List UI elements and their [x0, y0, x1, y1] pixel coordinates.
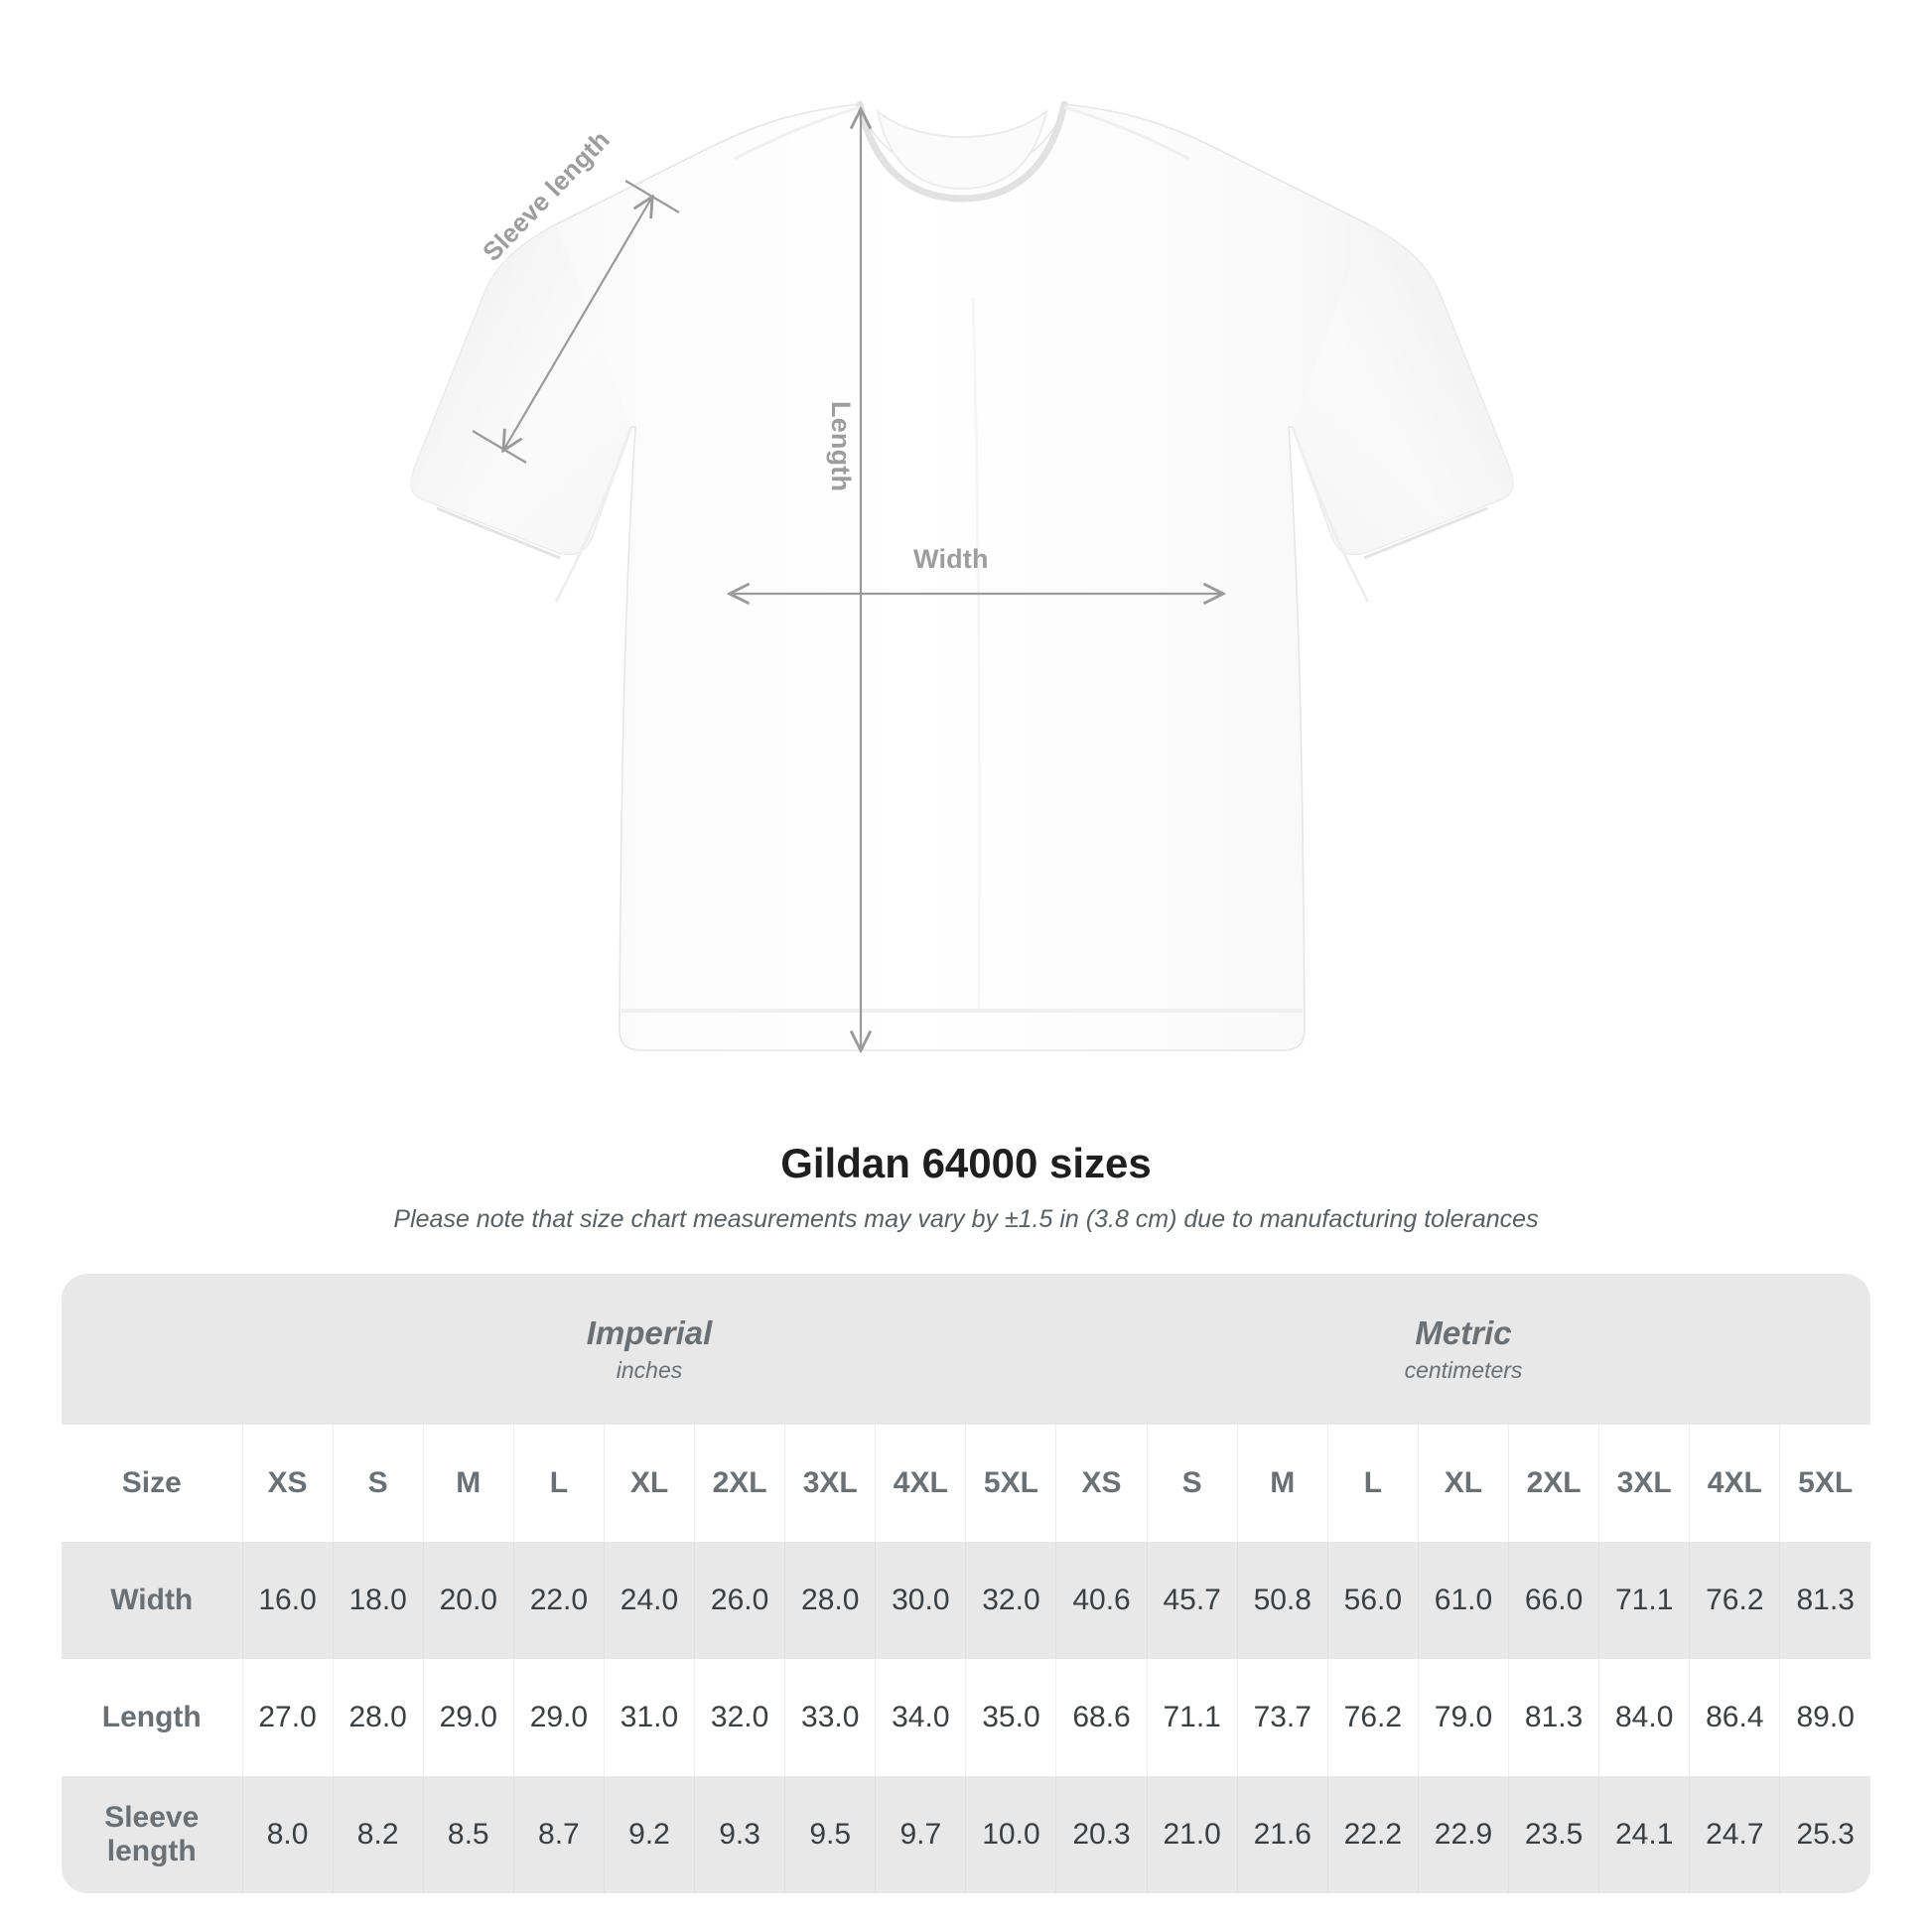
table-row: Sleeve length 8.0 8.2 8.5 8.7 9.2 9.3 9.5 9.7 10.… [62, 1776, 1871, 1893]
length-dimension-label: Length [826, 401, 856, 492]
cell-width-metric-l: 56.0 [1326, 1542, 1419, 1659]
size-chart-table-wrapper: Imperial inches Metric centimeters Size X… [62, 1274, 1871, 1893]
cell-width-imperial-l: 22.0 [512, 1542, 605, 1659]
cell-sleeve-length-imperial-xl: 9.2 [603, 1776, 695, 1893]
size-header-imperial-s: S [332, 1425, 424, 1542]
cell-sleeve-length-metric-4xl: 24.7 [1689, 1776, 1780, 1893]
row-label-length: Length [62, 1659, 242, 1776]
cell-length-imperial-2xl: 32.0 [694, 1659, 785, 1776]
cell-width-imperial-2xl: 26.0 [694, 1542, 785, 1659]
size-chart-table: Imperial inches Metric centimeters Size X… [62, 1274, 1871, 1893]
page-title: Gildan 64000 sizes [780, 1140, 1152, 1186]
cell-width-imperial-4xl: 30.0 [875, 1542, 966, 1659]
cell-length-imperial-3xl: 33.0 [784, 1659, 876, 1776]
size-header-metric-3xl: 3XL [1598, 1425, 1690, 1542]
tolerance-note: Please note that size chart measurements… [393, 1205, 1539, 1233]
size-header-imperial-3xl: 3XL [784, 1425, 876, 1542]
cell-width-imperial-xs: 16.0 [241, 1542, 334, 1659]
cell-sleeve-length-imperial-3xl: 9.5 [784, 1776, 876, 1893]
size-header-imperial-l: L [512, 1425, 605, 1542]
size-header-metric-s: S [1146, 1425, 1238, 1542]
cell-length-imperial-xl: 31.0 [603, 1659, 695, 1776]
cell-width-imperial-3xl: 28.0 [784, 1542, 876, 1659]
cell-length-metric-3xl: 84.0 [1598, 1659, 1690, 1776]
cell-sleeve-length-metric-s: 21.0 [1146, 1776, 1238, 1893]
size-header-metric-2xl: 2XL [1508, 1425, 1599, 1542]
unit-band-row: Imperial inches Metric centimeters [62, 1274, 1871, 1425]
cell-length-imperial-xs: 27.0 [241, 1659, 334, 1776]
cell-length-imperial-s: 28.0 [332, 1659, 424, 1776]
size-header-imperial-2xl: 2XL [694, 1425, 785, 1542]
row-label-width: Width [62, 1542, 242, 1659]
cell-width-metric-2xl: 66.0 [1508, 1542, 1599, 1659]
cell-sleeve-length-metric-xs: 20.3 [1055, 1776, 1148, 1893]
unit-header-metric: Metric centimeters [1055, 1274, 1871, 1425]
size-header-label: Size [62, 1425, 242, 1542]
tshirt-measurement-figure: Width Length Sleeve length [410, 100, 1514, 1112]
unit-name-metric: Metric [1415, 1313, 1512, 1351]
size-header-row: Size XS S M L XL 2XL 3XL 4XL 5XL XS S M L XL 2XL 3XL 4XL 5… [62, 1425, 1871, 1542]
cell-width-imperial-s: 18.0 [332, 1542, 424, 1659]
cell-width-imperial-m: 20.0 [422, 1542, 514, 1659]
size-header-metric-xl: XL [1417, 1425, 1509, 1542]
size-header-imperial-xl: XL [603, 1425, 695, 1542]
size-header-metric-4xl: 4XL [1689, 1425, 1780, 1542]
unit-band-spacer [62, 1274, 242, 1425]
cell-length-metric-2xl: 81.3 [1508, 1659, 1599, 1776]
tshirt-illustration [410, 100, 1514, 1112]
cell-sleeve-length-imperial-m: 8.5 [422, 1776, 514, 1893]
width-dimension-label: Width [913, 544, 989, 574]
cell-sleeve-length-imperial-2xl: 9.3 [694, 1776, 785, 1893]
cell-sleeve-length-imperial-xs: 8.0 [241, 1776, 334, 1893]
unit-sub-imperial: inches [616, 1357, 683, 1384]
cell-sleeve-length-imperial-5xl: 10.0 [965, 1776, 1056, 1893]
table-row: Width 16.0 18.0 20.0 22.0 24.0 26.0 28.0 30.0 32.… [62, 1542, 1871, 1659]
unit-header-imperial: Imperial inches [242, 1274, 1056, 1425]
cell-sleeve-length-metric-2xl: 23.5 [1508, 1776, 1599, 1893]
cell-sleeve-length-metric-3xl: 24.1 [1598, 1776, 1690, 1893]
size-header-metric-5xl: 5XL [1779, 1425, 1871, 1542]
cell-length-metric-s: 71.1 [1146, 1659, 1238, 1776]
cell-sleeve-length-metric-xl: 22.9 [1417, 1776, 1509, 1893]
cell-sleeve-length-metric-m: 21.6 [1236, 1776, 1328, 1893]
shirt-shape [410, 100, 1514, 1051]
cell-width-metric-xl: 61.0 [1417, 1542, 1509, 1659]
cell-width-metric-s: 45.7 [1146, 1542, 1238, 1659]
cell-length-metric-4xl: 86.4 [1689, 1659, 1780, 1776]
cell-sleeve-length-imperial-4xl: 9.7 [875, 1776, 966, 1893]
cell-width-imperial-5xl: 32.0 [965, 1542, 1056, 1659]
size-header-metric-m: M [1236, 1425, 1328, 1542]
size-header-imperial-m: M [422, 1425, 514, 1542]
cell-length-metric-l: 76.2 [1326, 1659, 1419, 1776]
cell-length-metric-xs: 68.6 [1055, 1659, 1148, 1776]
cell-length-imperial-5xl: 35.0 [965, 1659, 1056, 1776]
size-header-imperial-xs: XS [241, 1425, 334, 1542]
unit-name-imperial: Imperial [586, 1313, 713, 1351]
cell-sleeve-length-metric-5xl: 25.3 [1779, 1776, 1871, 1893]
cell-sleeve-length-imperial-l: 8.7 [512, 1776, 605, 1893]
cell-sleeve-length-metric-l: 22.2 [1326, 1776, 1419, 1893]
cell-width-metric-m: 50.8 [1236, 1542, 1328, 1659]
cell-length-metric-5xl: 89.0 [1779, 1659, 1871, 1776]
sleeve-length-arrow [472, 180, 680, 464]
size-header-imperial-5xl: 5XL [965, 1425, 1056, 1542]
cell-length-imperial-4xl: 34.0 [875, 1659, 966, 1776]
table-row: Length 27.0 28.0 29.0 29.0 31.0 32.0 33.0 34.0 35… [62, 1659, 1871, 1776]
cell-width-metric-4xl: 76.2 [1689, 1542, 1780, 1659]
size-header-imperial-4xl: 4XL [875, 1425, 966, 1542]
cell-width-imperial-xl: 24.0 [603, 1542, 695, 1659]
row-label-sleeve-length: Sleeve length [62, 1776, 242, 1893]
cell-length-metric-m: 73.7 [1236, 1659, 1328, 1776]
cell-width-metric-xs: 40.6 [1055, 1542, 1148, 1659]
cell-width-metric-5xl: 81.3 [1779, 1542, 1871, 1659]
cell-sleeve-length-imperial-s: 8.2 [332, 1776, 424, 1893]
unit-sub-metric: centimeters [1404, 1357, 1523, 1384]
size-header-metric-l: L [1326, 1425, 1419, 1542]
cell-length-imperial-l: 29.0 [512, 1659, 605, 1776]
size-header-metric-xs: XS [1055, 1425, 1148, 1542]
cell-length-metric-xl: 79.0 [1417, 1659, 1509, 1776]
cell-width-metric-3xl: 71.1 [1598, 1542, 1690, 1659]
cell-length-imperial-m: 29.0 [422, 1659, 514, 1776]
